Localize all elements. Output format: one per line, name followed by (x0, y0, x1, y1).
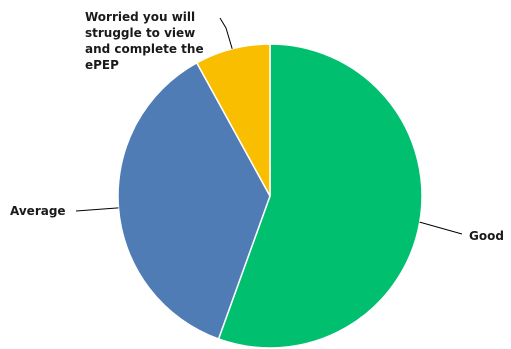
pie-slices (117, 43, 423, 349)
slice-label-average: Average (10, 204, 66, 218)
slice-label-good: Good (469, 229, 504, 243)
leader-line-average (75, 207, 119, 212)
slice-label-worried: Worried you will struggle to view and co… (85, 10, 204, 72)
leader-line-worried (219, 17, 233, 49)
leader-line-good (419, 221, 463, 235)
leader-lines (75, 17, 463, 235)
